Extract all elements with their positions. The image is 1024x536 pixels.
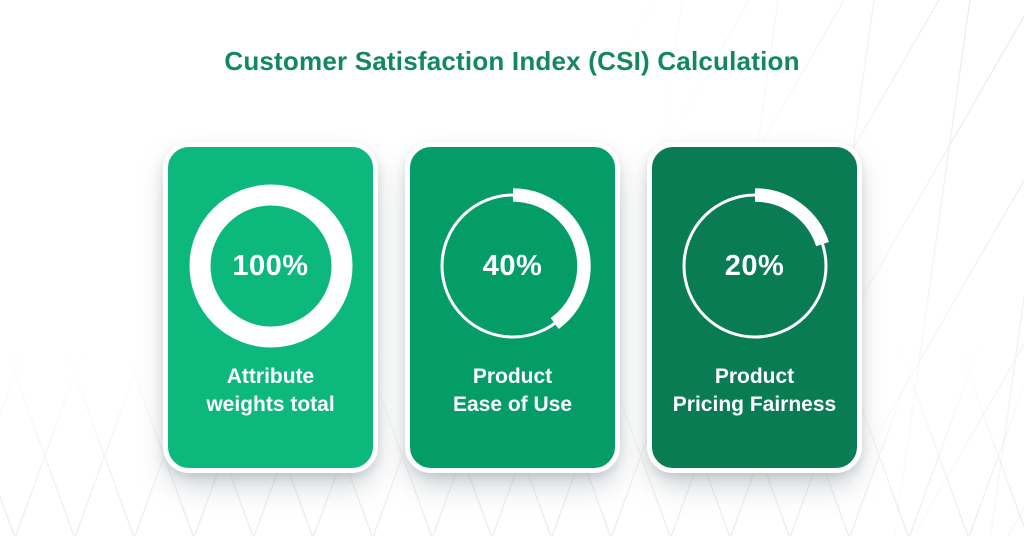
page-title: Customer Satisfaction Index (CSI) Calcul… xyxy=(224,46,800,76)
card-label: Attribute weights total xyxy=(206,363,334,419)
donut-gauge: 20% xyxy=(672,183,838,349)
card-label-line: Product xyxy=(714,365,795,388)
donut-gauge-svg xyxy=(676,188,833,344)
gauge-card-attribute-weights: 100% Attribute weights total xyxy=(163,142,378,473)
card-label-line: Ease of Use xyxy=(452,393,573,416)
card-label-line: Product xyxy=(472,365,553,388)
card-label-line: Attribute xyxy=(226,365,315,388)
donut-gauge-svg xyxy=(434,188,591,344)
card-label: Product Ease of Use xyxy=(453,363,572,419)
gauge-progress-arc xyxy=(676,188,833,344)
percent-value: 100% xyxy=(232,249,309,282)
gauge-cards-row: 100% Attribute weights total 40% Product… xyxy=(163,142,862,473)
gauge-progress-arc xyxy=(434,188,591,344)
donut-gauge-svg xyxy=(189,184,352,348)
percent-value: 40% xyxy=(482,249,543,282)
gauge-card-ease-of-use: 40% Product Ease of Use xyxy=(405,142,620,473)
donut-gauge: 100% xyxy=(188,183,354,349)
donut-gauge: 40% xyxy=(430,183,596,349)
card-label-line: weights total xyxy=(206,393,335,416)
card-label-line: Pricing Fairness xyxy=(672,393,837,416)
gauge-card-pricing-fairness: 20% Product Pricing Fairness xyxy=(647,142,862,473)
card-label: Product Pricing Fairness xyxy=(673,363,836,419)
gauge-progress-arc xyxy=(189,184,352,348)
percent-value: 20% xyxy=(724,249,785,282)
